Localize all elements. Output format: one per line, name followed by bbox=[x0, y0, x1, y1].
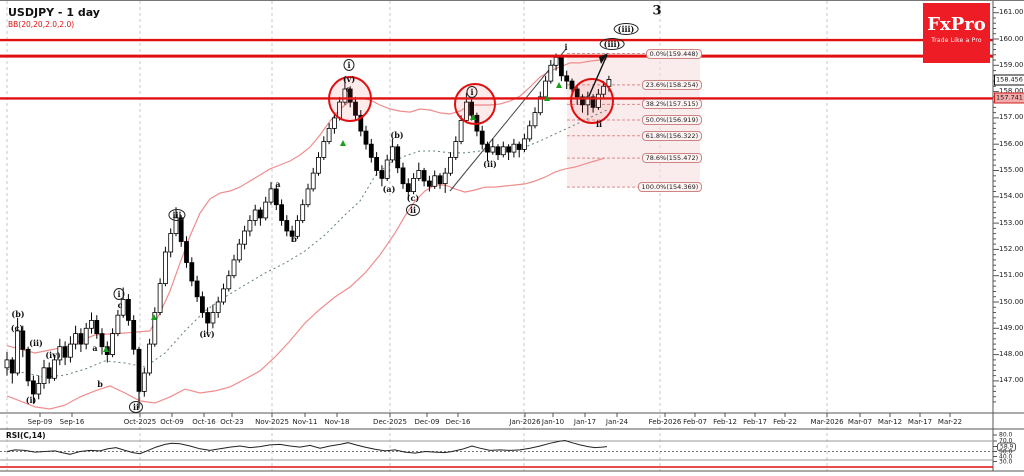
chart-legend: USDJPY - 1 day BB(20,20,2.0,2.0) bbox=[8, 6, 100, 29]
fxpro-logo: FxPro Trade Like a Pro bbox=[923, 3, 990, 63]
rsi-indicator-label[interactable]: RSI(C,14) bbox=[6, 431, 46, 440]
logo-brand: FxPro bbox=[927, 14, 986, 35]
indicator-label[interactable]: BB(20,20,2.0,2.0) bbox=[8, 19, 75, 29]
symbol-title: USDJPY - 1 day bbox=[8, 6, 100, 19]
logo-tagline: Trade Like a Pro bbox=[931, 37, 982, 44]
